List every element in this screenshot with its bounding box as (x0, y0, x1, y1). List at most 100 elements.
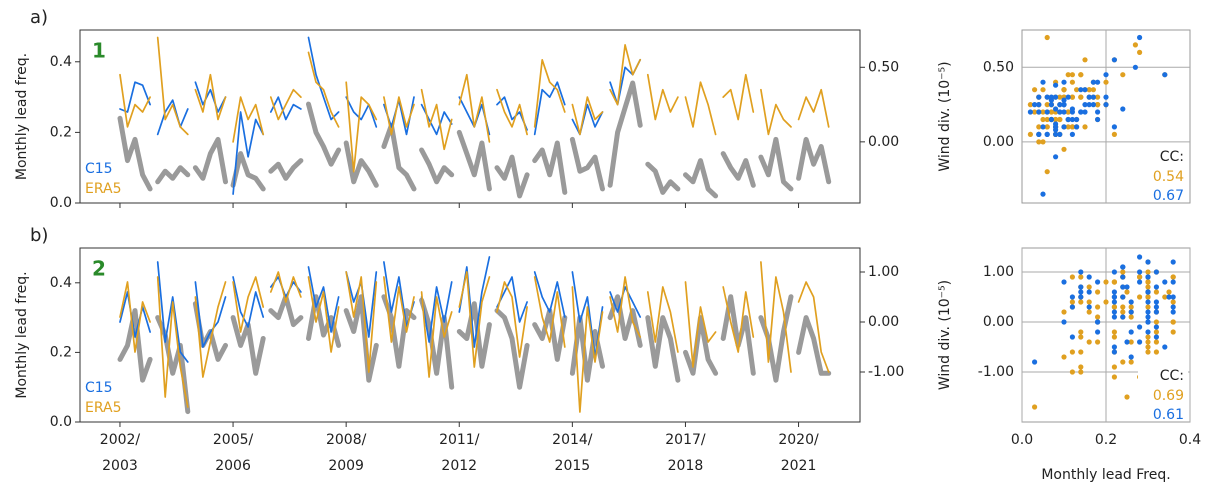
scatter-point (1124, 284, 1130, 290)
scatter-point (1153, 309, 1159, 315)
y2-tick-label: 1.00 (868, 264, 899, 280)
scatter-point (1095, 116, 1101, 123)
scatter-point (1036, 131, 1042, 137)
scatter-point (1137, 254, 1143, 260)
y-tick-label: 0.0 (50, 414, 72, 430)
scatter-point (1145, 279, 1151, 285)
scatter-point (1053, 106, 1059, 112)
wind-divergence-line (119, 261, 830, 413)
y-tick-label: 0.4 (50, 54, 72, 70)
scatter-point (1145, 299, 1151, 305)
legend-entry: ERA5 (85, 400, 122, 416)
scatter-point (1044, 34, 1050, 41)
scatter-point (1053, 131, 1059, 137)
y-tick-label: 0.00 (983, 134, 1014, 150)
scatter-point (1086, 339, 1092, 345)
scatter-point (1061, 279, 1067, 285)
scatter-point (1086, 102, 1092, 108)
scatter-point (1044, 94, 1050, 100)
scatter-point (1082, 102, 1088, 108)
panel-number: 2 (92, 257, 106, 281)
scatter-point (1069, 124, 1075, 130)
scatter-point (1061, 102, 1067, 108)
cc-value: 0.61 (1153, 407, 1184, 423)
scatter-point (1145, 329, 1151, 335)
cc-label: CC: (1160, 149, 1184, 165)
scatter-point (1153, 284, 1159, 290)
scatter-point (1053, 154, 1059, 160)
cc-value: 0.54 (1153, 169, 1184, 185)
scatter-point (1061, 309, 1067, 315)
y-tick-label: 0.0 (50, 195, 72, 211)
scatter-point (1061, 87, 1067, 93)
scatter-point (1124, 339, 1130, 345)
scatter-point (1032, 359, 1038, 365)
panel-label: a) (30, 7, 48, 28)
scatter-point (1040, 79, 1046, 85)
scatter-point (1145, 294, 1151, 300)
x-tick-label: 0.4 (1179, 432, 1201, 448)
scatter-point (1153, 329, 1159, 335)
x-tick-label: 2017/ (665, 432, 706, 448)
y-tick-label: 0.4 (50, 275, 72, 291)
x-tick-label: 0.0 (1011, 432, 1033, 448)
y-tick-label: 0.00 (983, 314, 1014, 330)
scatter-point (1040, 124, 1046, 130)
scatter-point (1120, 359, 1126, 365)
y-tick-label: 0.50 (983, 59, 1014, 75)
scatter-point (1053, 116, 1059, 123)
x-tick-label: 2020/ (778, 432, 819, 448)
scatter-point (1057, 109, 1063, 115)
y2-tick-label: -1.00 (868, 364, 904, 380)
y-axis-label: Wind div. (10⁻⁵) (937, 61, 953, 171)
scatter-point (1095, 339, 1101, 345)
scatter-point (1103, 94, 1109, 100)
y2-tick-label: 0.00 (868, 134, 899, 150)
x-tick-label: 0.2 (1095, 432, 1117, 448)
scatter-point (1120, 264, 1126, 270)
scatter-point (1145, 344, 1151, 350)
scatter-point (1036, 124, 1042, 130)
scatter-point (1090, 79, 1096, 85)
scatter-point (1111, 334, 1117, 340)
scatter-point (1120, 284, 1126, 290)
scatter-point (1095, 319, 1101, 325)
scatter-point (1044, 109, 1050, 115)
scatter-point (1137, 294, 1143, 300)
scatter-point (1128, 309, 1134, 315)
scatter-point (1145, 309, 1151, 315)
scatter-point (1065, 72, 1071, 78)
scatter-point (1162, 344, 1168, 350)
scatter-point (1170, 304, 1176, 310)
scatter-point (1074, 87, 1080, 93)
scatter-point (1086, 309, 1092, 315)
scatter-point (1078, 87, 1084, 93)
scatter-point (1120, 106, 1126, 112)
scatter-point (1166, 289, 1172, 295)
scatter-point (1103, 79, 1109, 85)
scatter-point (1120, 309, 1126, 315)
lead-frequency-line (117, 80, 832, 199)
x-tick-label: 2018 (668, 458, 704, 474)
scatter-point (1095, 109, 1101, 115)
scatter-point (1145, 259, 1151, 265)
scatter-point (1040, 191, 1046, 197)
y-axis-label: Monthly lead freq. (14, 53, 30, 180)
scatter-point (1078, 109, 1084, 115)
scatter-point (1095, 94, 1101, 100)
scatter-point (1048, 109, 1054, 115)
scatter-point (1065, 124, 1071, 130)
scatter-point (1111, 124, 1117, 130)
scatter-point (1086, 299, 1092, 305)
scatter-point (1128, 359, 1134, 365)
scatter-point (1086, 289, 1092, 295)
scatter-point (1086, 304, 1092, 310)
scatter-point (1069, 304, 1075, 310)
scatter-point (1128, 304, 1134, 310)
scatter-point (1145, 284, 1151, 290)
scatter-point (1153, 339, 1159, 345)
x-tick-label: 2002/ (100, 432, 141, 448)
cc-box (1138, 364, 1188, 420)
scatter-point (1069, 334, 1075, 340)
